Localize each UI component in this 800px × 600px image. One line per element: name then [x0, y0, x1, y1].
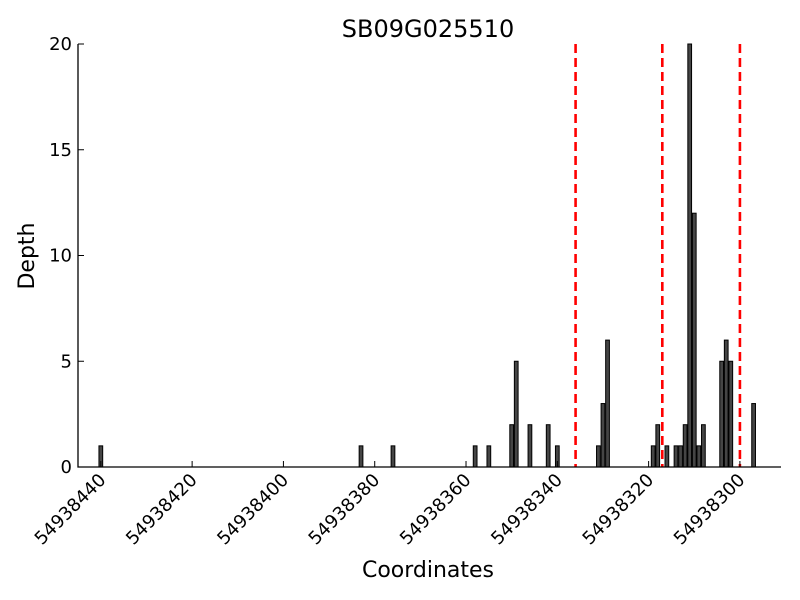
- bar-20: [691, 212, 697, 468]
- bar-17: [678, 445, 683, 468]
- bar-13: [650, 445, 656, 468]
- x-tick-label: 54938400: [213, 470, 293, 550]
- bar-15: [664, 445, 670, 468]
- bar-16: [673, 445, 679, 468]
- bar-22: [701, 424, 706, 468]
- y-tick-label: 5: [61, 351, 72, 372]
- bar-3: [472, 445, 478, 468]
- y-tick-label: 10: [49, 246, 72, 267]
- axes-frame: [77, 44, 781, 468]
- x-tick-label: 54938380: [305, 470, 385, 550]
- x-tick-label: 54938440: [31, 470, 111, 550]
- bar-12: [605, 339, 610, 468]
- bar-24: [723, 339, 729, 468]
- x-tick-label: 54938320: [579, 470, 659, 550]
- y-tick-label: 0: [61, 457, 72, 478]
- bar-14: [655, 424, 661, 468]
- bar-10: [596, 445, 601, 468]
- y-axis-label: Depth: [15, 222, 40, 289]
- chart-title: SB09G025510: [342, 15, 514, 43]
- y-axis-ticks: 0 5 10 15 20: [49, 34, 84, 478]
- bar-21: [696, 445, 702, 468]
- y-tick-label: 20: [49, 34, 72, 55]
- bar-5: [509, 424, 515, 468]
- bar-25: [728, 360, 734, 468]
- plot-area: 0 5 10 15 20 54938440 54938420 54938400 5493838…: [31, 34, 781, 549]
- bar-6: [513, 360, 519, 468]
- bar-7: [527, 424, 533, 468]
- x-tick-label: 54938300: [670, 470, 750, 550]
- bar-1: [358, 445, 364, 468]
- bar-23: [719, 360, 725, 468]
- bar-8: [545, 424, 551, 468]
- x-tick-label: 54938420: [122, 470, 202, 550]
- bar-series: [98, 43, 756, 468]
- bar-4: [486, 445, 492, 468]
- bar-19: [687, 43, 693, 468]
- x-tick-label: 54938340: [487, 470, 567, 550]
- x-tick-label: 54938360: [396, 470, 476, 550]
- y-tick-label: 15: [49, 140, 72, 161]
- bar-11: [600, 403, 606, 468]
- bar-18: [682, 424, 688, 468]
- x-axis-ticks: 54938440 54938420 54938400 54938380 54938360…: [31, 461, 750, 550]
- bar-2: [390, 445, 396, 468]
- marker-lines: [574, 44, 742, 467]
- bar-26: [751, 403, 756, 468]
- x-axis-label: Coordinates: [362, 558, 494, 583]
